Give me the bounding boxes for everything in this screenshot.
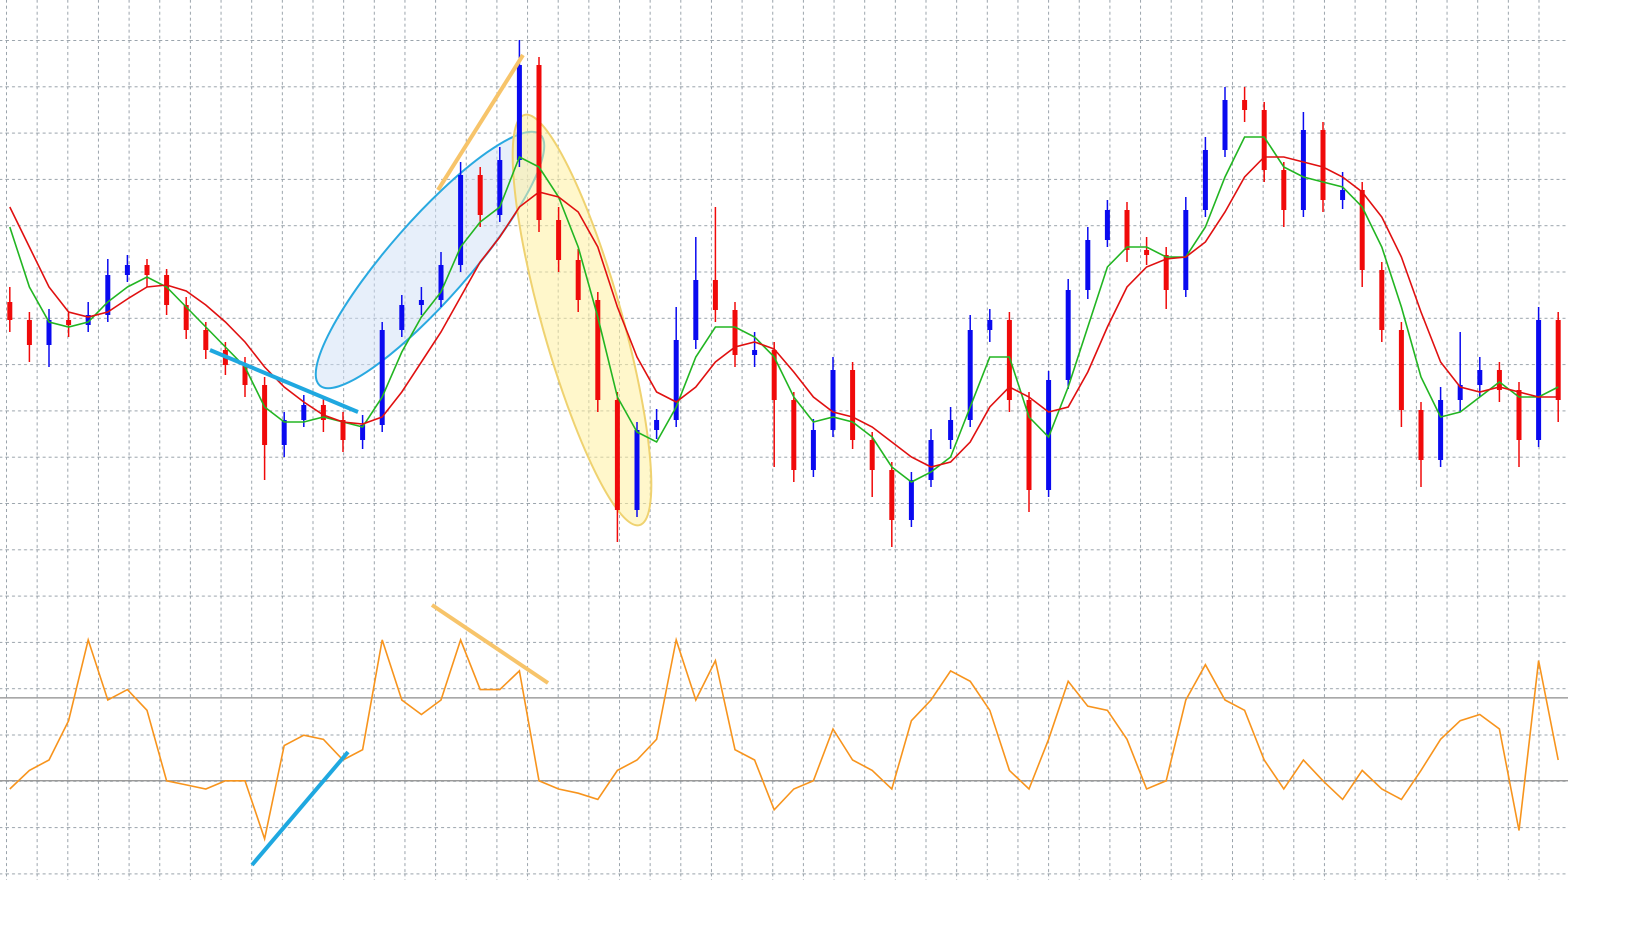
candle-body bbox=[1359, 190, 1365, 270]
trend-line bbox=[250, 750, 350, 867]
candle-body bbox=[1065, 290, 1071, 380]
candle-body bbox=[340, 420, 346, 440]
candle-body bbox=[26, 320, 32, 345]
candle-body bbox=[1496, 370, 1502, 390]
candle-body bbox=[301, 405, 307, 420]
candle-body bbox=[477, 175, 483, 215]
candle-body bbox=[791, 400, 797, 470]
candle-body bbox=[1340, 190, 1346, 200]
candle-body bbox=[497, 160, 503, 215]
candle-body bbox=[281, 420, 287, 445]
candle-body bbox=[1457, 385, 1463, 400]
candle-body bbox=[850, 370, 856, 440]
candle-body bbox=[595, 300, 601, 400]
candle-body bbox=[144, 265, 150, 275]
candle-body bbox=[1163, 255, 1169, 290]
trend-line bbox=[209, 348, 359, 414]
candle-body bbox=[399, 305, 405, 330]
candle-body bbox=[536, 65, 542, 220]
candle-body bbox=[614, 400, 620, 510]
candle-body bbox=[889, 470, 895, 520]
candle-body bbox=[379, 330, 385, 425]
candle-body bbox=[418, 300, 424, 305]
candle-body bbox=[1026, 400, 1032, 490]
candle-body bbox=[1555, 320, 1561, 400]
candle-body bbox=[575, 260, 581, 300]
candle-body bbox=[320, 405, 326, 420]
grid bbox=[0, 0, 1568, 880]
candle-body bbox=[1085, 240, 1091, 290]
candle-body bbox=[1006, 320, 1012, 400]
candle-body bbox=[1438, 400, 1444, 460]
candle-body bbox=[967, 330, 973, 420]
candle-body bbox=[556, 220, 562, 260]
candle-body bbox=[987, 320, 993, 330]
candle-body bbox=[1418, 410, 1424, 460]
candle-body bbox=[203, 330, 209, 350]
oscillator-line bbox=[9, 636, 1559, 842]
candle-body bbox=[124, 265, 130, 275]
candle-body bbox=[869, 440, 875, 470]
moving-average bbox=[9, 156, 1559, 468]
trend-line bbox=[436, 53, 525, 192]
candle-body bbox=[1242, 100, 1248, 110]
candle-body bbox=[732, 310, 738, 355]
moving-average bbox=[9, 136, 1559, 483]
candle-body bbox=[85, 315, 91, 325]
candle-body bbox=[830, 370, 836, 430]
candle-body bbox=[164, 275, 170, 305]
candle-body bbox=[673, 340, 679, 420]
candle-body bbox=[1516, 390, 1522, 440]
candle-body bbox=[1104, 210, 1110, 240]
candle-body bbox=[928, 440, 934, 480]
candle-body bbox=[183, 305, 189, 330]
candle-body bbox=[7, 302, 13, 320]
candle-body bbox=[771, 350, 777, 400]
candle-body bbox=[908, 480, 914, 520]
candle-body bbox=[262, 385, 268, 445]
candle-body bbox=[654, 420, 660, 430]
candle-body bbox=[693, 280, 699, 340]
candle-body bbox=[105, 275, 111, 315]
candle-body bbox=[1124, 210, 1130, 250]
candle-body bbox=[242, 365, 248, 385]
candle-body bbox=[66, 320, 72, 325]
candle-body bbox=[1300, 130, 1306, 210]
candle-body bbox=[1183, 210, 1189, 290]
candle-body bbox=[1261, 110, 1267, 170]
candle-body bbox=[1320, 130, 1326, 200]
candle-body bbox=[1222, 100, 1228, 150]
candle-body bbox=[1398, 330, 1404, 410]
candle-body bbox=[752, 350, 758, 355]
candle-body bbox=[712, 280, 718, 310]
candle-body bbox=[1536, 320, 1542, 440]
candle-body bbox=[46, 320, 52, 345]
candle-body bbox=[458, 175, 464, 265]
candle-body bbox=[1144, 250, 1150, 255]
candle-body bbox=[438, 265, 444, 300]
candle-body bbox=[1281, 170, 1287, 210]
candle-body bbox=[1477, 370, 1483, 385]
candle-body bbox=[810, 430, 816, 470]
trend-line bbox=[430, 603, 550, 685]
candle-body bbox=[516, 65, 522, 160]
candle-body bbox=[634, 430, 640, 510]
candle-body bbox=[1379, 270, 1385, 330]
candle-body bbox=[1202, 150, 1208, 210]
candle-body bbox=[948, 420, 954, 440]
candle-body bbox=[360, 425, 366, 440]
